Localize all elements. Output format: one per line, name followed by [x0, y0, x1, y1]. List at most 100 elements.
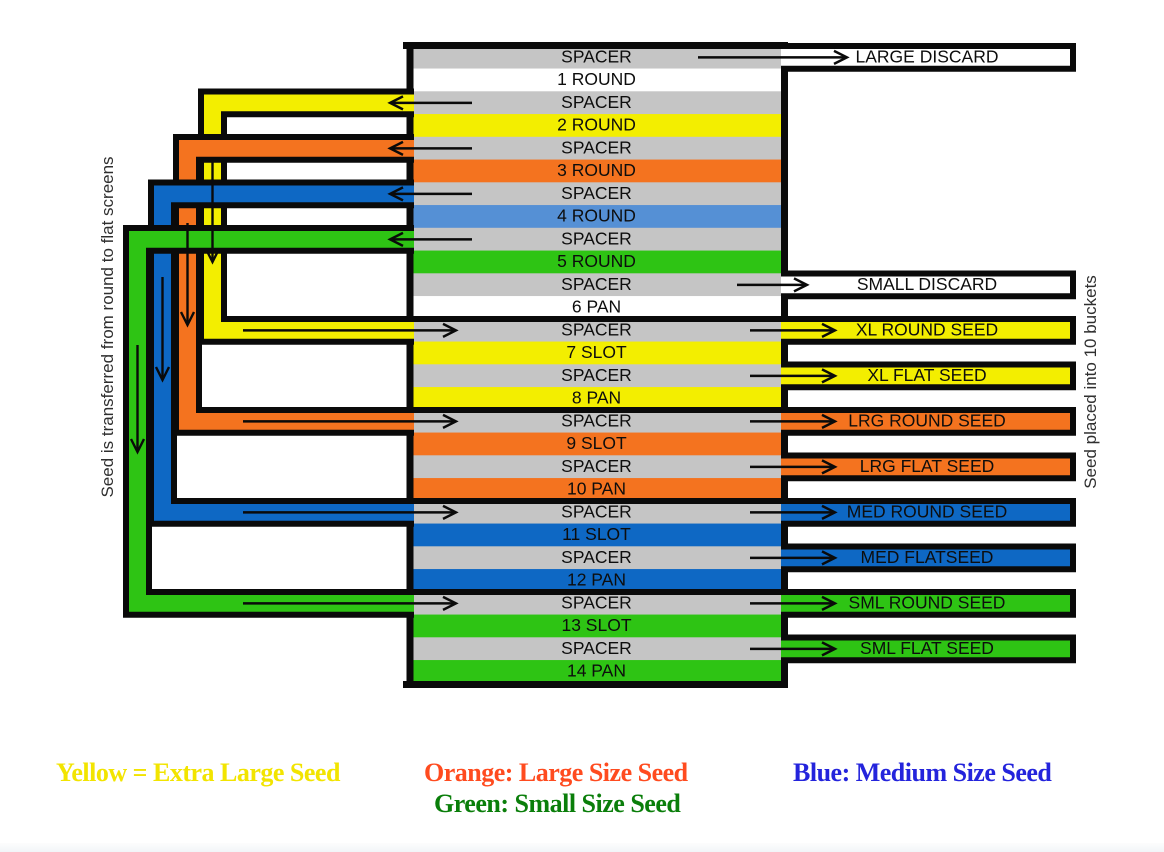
to-bucket-arrow	[750, 413, 838, 429]
pipe-down-arrow	[204, 157, 221, 265]
screen-row-label: 11 SLOT	[562, 524, 631, 544]
screen-row	[406, 523, 783, 547]
pipe-inner-border	[221, 111, 414, 322]
screen-row-label: SPACER	[561, 46, 632, 66]
screen-row	[406, 614, 783, 638]
arrow-head-right-icon	[833, 49, 850, 65]
to-bucket-arrow	[750, 550, 838, 566]
bucket-box	[781, 270, 1076, 300]
screen-row	[406, 296, 783, 320]
screen-row	[406, 205, 783, 229]
screen-row	[406, 591, 783, 616]
bucket-fill	[781, 455, 1073, 479]
bucket-label: SML FLAT SEED	[860, 638, 994, 658]
bucket-label: XL FLAT SEED	[867, 365, 986, 385]
flow-arrows	[243, 49, 850, 657]
bucket-box	[781, 43, 1076, 72]
to-bucket-arrow	[750, 368, 838, 384]
round-to-pipe-arrow	[387, 140, 472, 156]
arrow-head-right-icon	[442, 504, 459, 520]
bucket-box-border	[781, 407, 1076, 436]
screen-row-label: 14 PAN	[567, 661, 626, 681]
screen-row	[406, 227, 783, 252]
arrow-head-left-icon	[387, 95, 404, 111]
bucket-box	[781, 407, 1076, 436]
screen-row-label: SPACER	[561, 228, 632, 248]
bucket-box-border	[781, 43, 1076, 72]
arrow-head-right-icon	[821, 322, 838, 338]
screen-row-label: 9 SLOT	[566, 433, 627, 453]
bucket-label: LARGE DISCARD	[856, 46, 999, 66]
bucket-fill	[781, 637, 1073, 661]
bucket-fill	[781, 45, 1073, 70]
pipe-flow-arrows	[129, 157, 221, 455]
screen-row	[406, 660, 783, 684]
screen-row-label: 8 PAN	[572, 388, 621, 408]
round-to-pipe-arrow	[387, 186, 472, 202]
screen-row-label: SPACER	[561, 137, 632, 157]
bucket-box-border	[781, 361, 1076, 391]
bucket-box-border	[781, 316, 1076, 345]
screen-row-label: SPACER	[561, 92, 632, 112]
to-bucket-arrow	[698, 49, 850, 65]
bucket-box	[781, 589, 1076, 618]
screen-stack-rows	[406, 45, 783, 684]
legend-item: Orange: Large Size Seed	[424, 758, 688, 787]
to-bucket-arrow	[737, 277, 810, 293]
bucket-boxes	[781, 43, 1076, 664]
pipe-fill	[201, 91, 414, 342]
screen-row	[406, 409, 783, 434]
screen-row	[406, 569, 783, 593]
screen-row-label: SPACER	[561, 547, 632, 567]
screen-row-label: SPACER	[561, 319, 632, 339]
screen-row	[406, 114, 783, 138]
left-caption: Seed is transferred from round to flat s…	[98, 156, 117, 497]
arrow-head-left-icon	[387, 231, 404, 247]
bucket-label: LRG ROUND SEED	[848, 410, 1006, 430]
pipe-inner-border	[196, 156, 414, 413]
screen-row-label: 6 PAN	[572, 297, 621, 317]
legend-item: Green: Small Size Seed	[434, 789, 681, 818]
to-bucket-arrow	[750, 459, 838, 475]
arrow-head-left-icon	[387, 140, 404, 156]
bucket-label: SMALL DISCARD	[857, 274, 997, 294]
screen-row-label: SPACER	[561, 274, 632, 294]
arrow-head-right-icon	[821, 459, 838, 475]
screen-row	[406, 318, 783, 343]
screen-row-label: SPACER	[561, 183, 632, 203]
pipe-inner-border	[171, 202, 414, 504]
arrow-head-down-icon	[179, 311, 196, 328]
screen-row	[406, 182, 783, 206]
bucket-fill	[781, 273, 1073, 297]
arrow-head-down-icon	[204, 248, 221, 265]
arrow-head-right-icon	[821, 504, 838, 520]
bucket-fill	[781, 500, 1073, 525]
screen-row-label: 10 PAN	[567, 479, 626, 499]
screen-row	[406, 478, 783, 502]
screen-row-label: 3 ROUND	[557, 160, 636, 180]
screen-row-label: 13 SLOT	[561, 615, 631, 635]
legend-item: Yellow = Extra Large Seed	[56, 758, 340, 787]
arrow-head-right-icon	[793, 277, 810, 293]
screen-row	[406, 455, 783, 479]
pipe-to-slot-arrow	[243, 322, 459, 338]
screen-row	[406, 341, 783, 365]
screen-row-label: SPACER	[561, 365, 632, 385]
bucket-fill	[781, 318, 1073, 343]
bucket-box-border	[781, 634, 1076, 664]
arrow-head-right-icon	[821, 595, 838, 611]
arrow-head-right-icon	[442, 595, 459, 611]
transfer-pipe-yellow	[198, 88, 414, 345]
transfer-pipes	[123, 88, 414, 618]
bucket-box	[781, 634, 1076, 664]
arrow-head-down-icon	[154, 366, 171, 383]
bucket-label: MED ROUND SEED	[847, 501, 1007, 521]
pipe-outer-border	[123, 225, 414, 618]
screen-row	[406, 637, 783, 661]
to-bucket-arrow	[750, 504, 838, 520]
to-bucket-arrow	[750, 322, 838, 338]
arrow-head-right-icon	[821, 413, 838, 429]
